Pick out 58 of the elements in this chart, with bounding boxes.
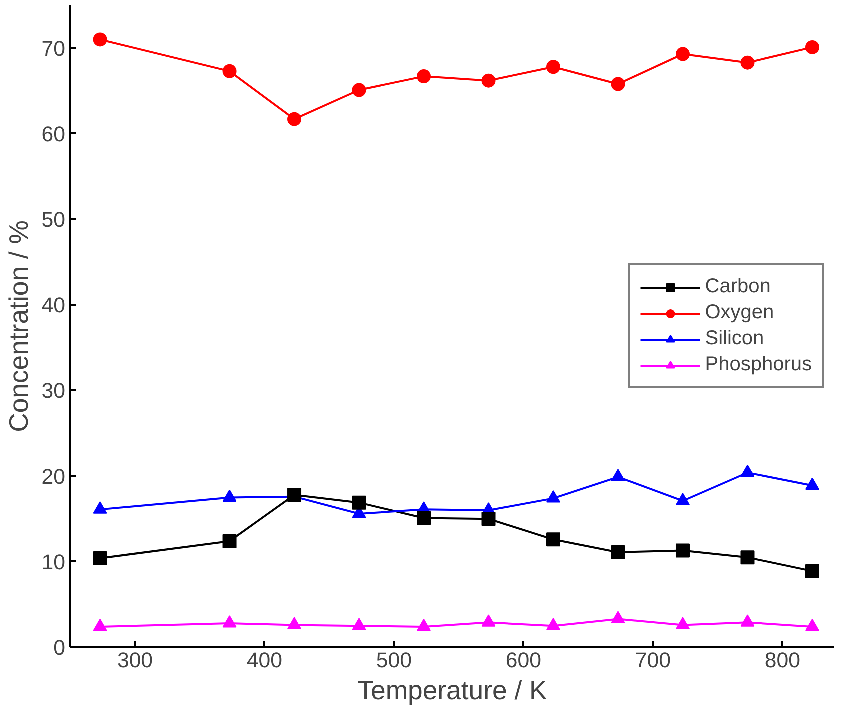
y-tick-label: 20	[42, 464, 66, 489]
point	[676, 47, 690, 62]
y-axis-title: Concentration / %	[4, 220, 34, 432]
point	[417, 511, 432, 526]
point	[482, 512, 496, 526]
x-tick-label: 600	[506, 648, 542, 672]
legend-label: Silicon	[705, 328, 764, 350]
point	[417, 618, 432, 632]
x-tick-label: 800	[764, 648, 801, 672]
y-tick-label: 50	[42, 208, 66, 232]
point	[805, 40, 820, 54]
y-tick-label: 40	[42, 294, 66, 318]
point	[740, 56, 755, 70]
point	[546, 60, 561, 74]
point	[222, 64, 237, 78]
point	[222, 534, 237, 548]
point	[611, 611, 626, 624]
point	[546, 618, 561, 630]
point	[740, 614, 755, 627]
point	[417, 70, 432, 84]
point	[546, 532, 561, 547]
point	[676, 493, 690, 506]
point	[93, 618, 108, 632]
point	[676, 544, 690, 558]
point	[805, 478, 820, 490]
point	[352, 496, 366, 510]
point	[740, 464, 755, 478]
x-axis-title: Temperature / K	[358, 676, 548, 706]
legend-label: Carbon	[705, 276, 771, 298]
point	[482, 74, 496, 88]
point	[352, 618, 366, 630]
y-tick-label: 70	[42, 36, 66, 61]
point	[288, 112, 302, 126]
x-tick-label: 300	[117, 648, 154, 672]
point	[805, 564, 820, 578]
y-tick-label: 60	[42, 122, 66, 146]
y-tick-label: 10	[42, 550, 66, 574]
y-tick-label: 30	[42, 379, 66, 404]
point	[93, 32, 108, 47]
x-tick-label: 700	[635, 648, 672, 672]
y-tick-label: 0	[54, 636, 66, 660]
point	[611, 545, 626, 560]
point	[288, 617, 302, 630]
x-tick-label: 400	[246, 648, 283, 672]
point	[93, 551, 108, 566]
point	[546, 490, 561, 503]
point	[222, 616, 237, 628]
point	[482, 614, 496, 627]
legend-label: Oxygen	[705, 302, 774, 324]
x-tick-label: 500	[376, 648, 412, 672]
point	[93, 502, 108, 514]
point	[805, 618, 820, 632]
legend-label: Phosphorus	[705, 354, 812, 376]
point	[352, 83, 366, 98]
point	[611, 469, 626, 482]
point	[222, 490, 237, 502]
point	[676, 617, 690, 630]
point	[611, 77, 626, 92]
